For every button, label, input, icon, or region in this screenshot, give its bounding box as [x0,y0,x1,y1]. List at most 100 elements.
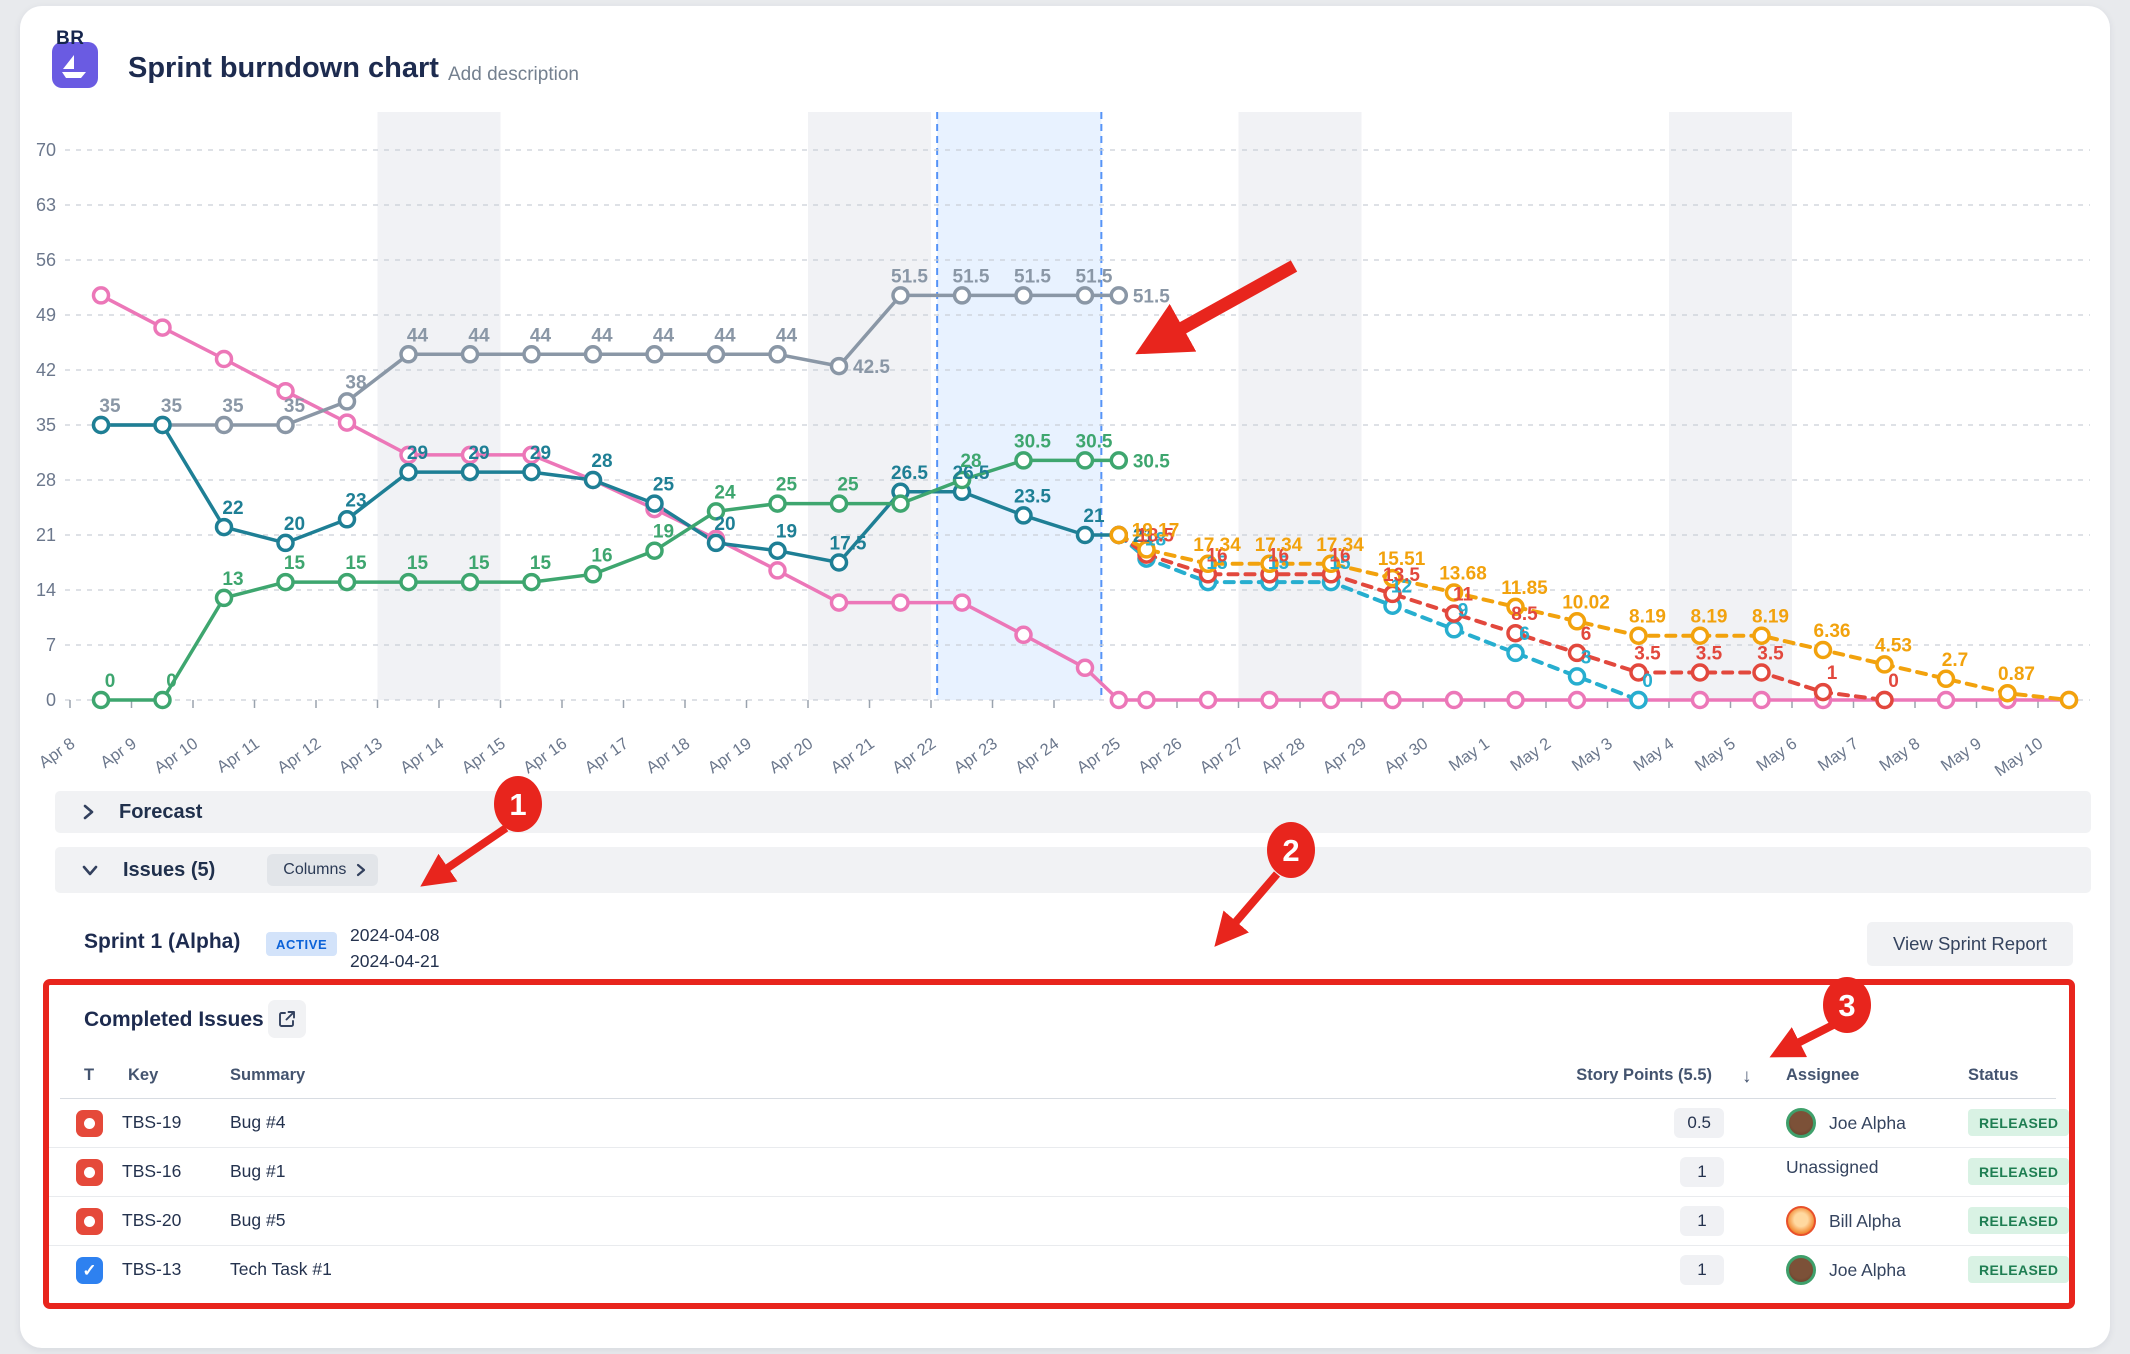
data-point [460,445,480,465]
issue-key[interactable]: TBS-16 [122,1161,182,1181]
forecast-section-label: Forecast [119,800,203,823]
data-label: 15 [1268,553,1290,574]
table-row[interactable]: TBS-13 Tech Task #1 1 Joe Alpha RELEASED [46,1246,2070,1294]
y-tick-label: 63 [36,195,56,215]
data-point [91,690,111,710]
data-point [952,593,972,612]
data-label: 21 [1083,506,1105,527]
data-label: 38 [345,372,366,393]
assignee-name: Bill Alpha [1829,1210,1901,1231]
assignee-cell: Bill Alpha [1786,1206,1901,1236]
columns-button[interactable]: Columns [267,854,379,886]
data-point [91,286,111,305]
y-tick-label: 35 [36,415,56,435]
assignee-cell: Unassigned [1786,1157,1878,1178]
table-row[interactable]: TBS-20 Bug #5 1 Bill Alpha RELEASED [46,1197,2070,1246]
sprint-dates: 2024-04-08 2024-04-21 [350,922,440,974]
data-label: 29 [530,443,551,464]
column-header-type[interactable]: T [84,1066,95,1084]
data-point [583,470,603,490]
table-row[interactable]: TBS-16 Bug #1 1 Unassigned RELEASED [46,1148,2070,1197]
status-badge: RELEASED [1968,1158,2070,1185]
data-point [1137,540,1156,559]
data-point [1567,690,1587,710]
data-label: 28 [960,451,981,472]
open-in-new-button[interactable] [268,1000,306,1038]
column-header-key[interactable]: Key [128,1066,159,1084]
data-label: 29 [468,443,489,464]
x-tick-label: Apr 16 [520,735,570,778]
x-tick-label: May 10 [1992,735,2047,780]
data-point [1444,604,1464,623]
data-label: 30.5 [1133,451,1170,472]
sprint-end-date: 2024-04-21 [350,951,440,971]
data-point [1444,583,1464,602]
x-tick-label: Apr 17 [582,735,632,778]
column-header-assignee[interactable]: Assignee [1786,1066,1860,1084]
data-point [1075,286,1095,305]
sort-descending-icon[interactable]: ↓ [1742,1066,1752,1087]
data-label: 21 [1133,526,1155,547]
data-label: 18 [1145,530,1166,551]
data-label: 51.5 [953,266,990,287]
data-point [337,510,357,529]
issues-section-header[interactable]: Issues (5) Columns [55,847,2091,893]
data-point [460,345,480,364]
chevron-down-icon[interactable] [81,863,99,877]
data-point [399,572,418,592]
data-point [399,445,418,465]
data-label: 15 [407,553,429,574]
data-label: 44 [468,325,490,346]
data-label: 15 [345,553,367,574]
data-label: 11.85 [1501,578,1548,599]
x-tick-label: Apr 14 [397,735,447,778]
data-point [706,345,726,364]
column-header-summary[interactable]: Summary [230,1066,306,1084]
table-body: TBS-19 Bug #4 0.5 Joe Alpha RELEASED TBS… [46,1099,2070,1294]
data-label: 44 [530,325,552,346]
data-label: 35 [161,396,183,417]
forecast-section-header[interactable]: Forecast [55,791,2091,833]
data-label: 6 [1581,624,1592,645]
data-label: 1 [1827,663,1838,684]
view-sprint-report-button[interactable]: View Sprint Report [1867,922,2073,966]
column-header-status[interactable]: Status [1968,1066,2019,1084]
data-label: 28 [591,451,612,472]
data-label: 51.5 [1133,286,1170,307]
issue-summary[interactable]: Bug #5 [230,1210,286,1230]
logo-text: BR [56,28,85,49]
x-tick-label: May 9 [1938,735,1985,776]
data-point [1752,663,1771,682]
data-label: 20 [284,514,305,535]
data-label: 6 [1519,624,1530,645]
data-point [645,494,664,513]
issue-summary[interactable]: Tech Task #1 [230,1259,332,1279]
y-tick-label: 56 [36,250,56,270]
data-label: 12 [1391,577,1412,598]
chevron-right-icon[interactable] [81,803,95,821]
data-point [1998,683,2017,703]
data-point [1690,663,1710,682]
data-label: 16 [591,545,612,566]
data-point [337,413,357,432]
data-label: 10.02 [1562,592,1610,613]
data-label: 0.87 [1998,664,2035,685]
data-point [1014,286,1033,305]
weekend-band [808,112,931,700]
x-tick-label: Apr 20 [766,735,816,778]
column-header-story-points[interactable]: Story Points (5.5) [1576,1066,1712,1084]
table-row[interactable]: TBS-19 Bug #4 0.5 Joe Alpha RELEASED [46,1099,2070,1148]
data-point [1690,626,1710,645]
data-label: 25 [776,475,798,496]
issue-key[interactable]: TBS-13 [122,1259,182,1279]
issue-summary[interactable]: Bug #1 [230,1161,286,1181]
issue-summary[interactable]: Bug #4 [230,1112,286,1132]
data-point [1567,612,1587,631]
add-description-link[interactable]: Add description [448,64,579,85]
data-point [1014,506,1033,525]
issue-key[interactable]: TBS-20 [122,1210,182,1230]
data-label: 25 [837,475,859,496]
issue-key[interactable]: TBS-19 [122,1112,182,1132]
story-points-value: 1 [1680,1157,1724,1187]
